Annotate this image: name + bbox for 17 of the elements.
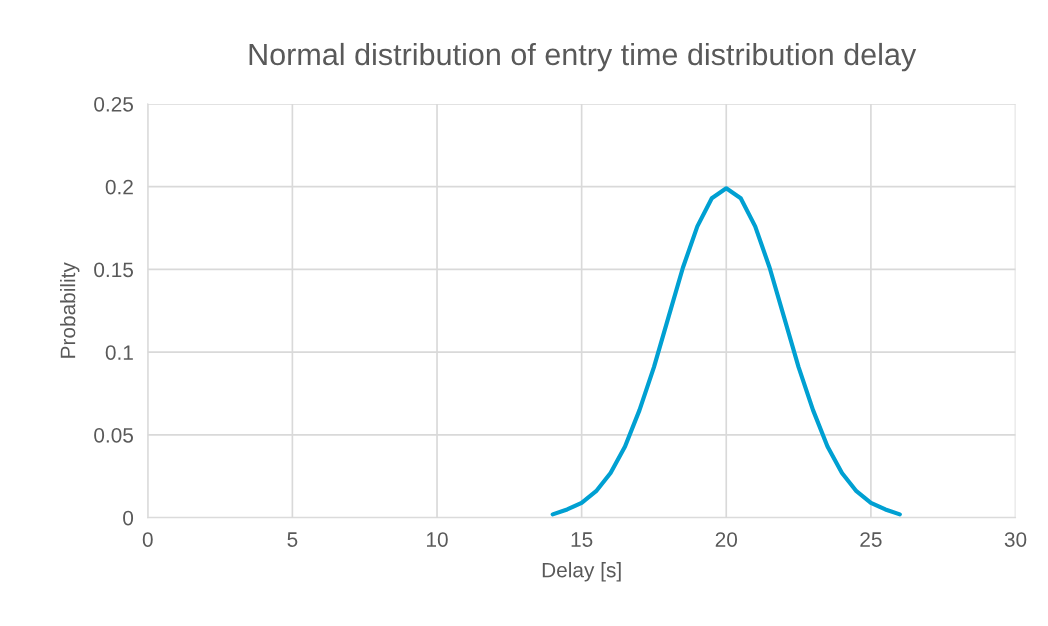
x-tick-label: 5 [287, 532, 298, 547]
x-axis-title: Delay [s] [542, 562, 621, 582]
y-tick-label: 0.2 [105, 179, 133, 195]
y-tick-label: 0.15 [94, 262, 134, 278]
x-tick-label: 20 [715, 532, 738, 547]
chart-title: Normal distribution of entry time distribution delay [249, 42, 917, 72]
y-tick-label: 0.1 [105, 345, 133, 360]
y-axis-title: Probability [60, 262, 80, 358]
x-tick-label: 10 [427, 532, 448, 547]
y-tick-label: 0 [123, 510, 134, 526]
y-tick-label: 0.05 [94, 427, 134, 443]
x-tick-label: 30 [1004, 532, 1027, 547]
x-tick-label: 15 [571, 532, 593, 547]
x-tick-label: 25 [860, 532, 882, 547]
x-tick-label: 0 [142, 532, 153, 547]
line-series [550, 186, 902, 517]
y-tick-label: 0.25 [94, 96, 134, 112]
